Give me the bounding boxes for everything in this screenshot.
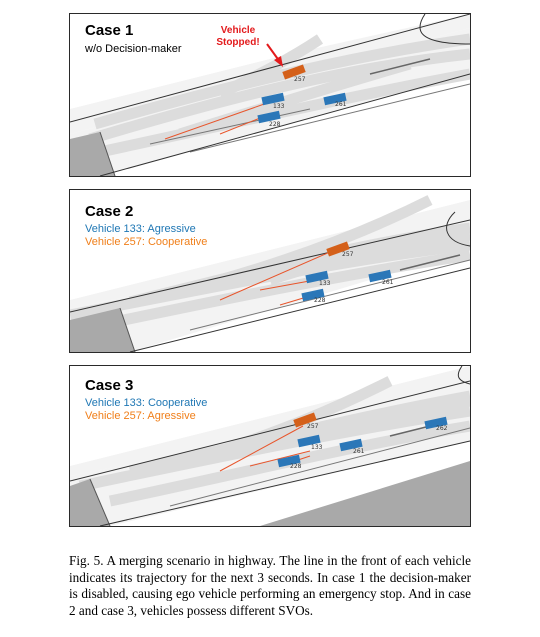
case-2-title: Case 2 [85,203,134,220]
svg-text:257: 257 [307,423,319,430]
svg-text:261: 261 [382,279,394,286]
case-2-vehicle-257-svo: Vehicle 257: Cooperative [85,236,208,248]
vehicle-262: 262 [424,416,448,432]
vehicle-133: 133 [297,434,323,451]
case-3-road-scene: 257 133 228 261 262 [70,366,470,526]
case-3-vehicle-257-svo: Vehicle 257: Agressive [85,410,196,422]
svg-text:262: 262 [436,425,448,432]
vehicle-257: 257 [282,64,306,83]
vehicle-133: 133 [305,270,331,287]
vehicle-261: 261 [368,269,394,286]
stopped-line-1: Vehicle [220,25,256,36]
case-3-title: Case 3 [85,377,134,394]
case-1-title: Case 1 [85,22,134,39]
svg-text:261: 261 [335,101,347,108]
stopped-line-2: Stopped! [216,37,260,48]
case-1-panel: 257 133 228 261 Case 1 w/o Decision-make… [69,13,471,177]
case-2-vehicle-133-svo: Vehicle 133: Agressive [85,223,196,235]
vehicle-257: 257 [326,241,354,258]
vehicle-261: 261 [323,92,347,108]
vehicle-228: 228 [277,454,302,470]
case-3-panel: 257 133 228 261 262 Case 3 Vehicle 133: … [69,365,471,527]
svg-text:257: 257 [294,76,306,83]
vehicle-261: 261 [339,438,365,455]
vehicle-257: 257 [293,412,319,430]
case-2-panel: 257 133 228 261 Case 2 Vehicle 133: Agre… [69,189,471,353]
svg-text:261: 261 [353,448,365,455]
vehicle-228: 228 [301,288,326,304]
svg-text:133: 133 [273,103,285,110]
vehicle-228: 228 [257,110,281,128]
case-2-road-scene: 257 133 228 261 [70,190,470,352]
case-1-road-scene: 257 133 228 261 [70,14,470,176]
svg-text:228: 228 [269,121,281,128]
vehicle-stopped-label: Vehicle Stopped! [208,25,268,49]
case-3-vehicle-133-svo: Vehicle 133: Cooperative [85,397,208,409]
vehicle-133: 133 [261,92,285,110]
svg-text:133: 133 [311,444,323,451]
figure-caption: Fig. 5. A merging scenario in highway. T… [69,553,471,618]
svg-text:257: 257 [342,251,354,258]
svg-text:228: 228 [290,463,302,470]
svg-text:228: 228 [314,297,326,304]
case-1-subtitle: w/o Decision-maker [85,43,182,55]
svg-text:133: 133 [319,280,331,287]
